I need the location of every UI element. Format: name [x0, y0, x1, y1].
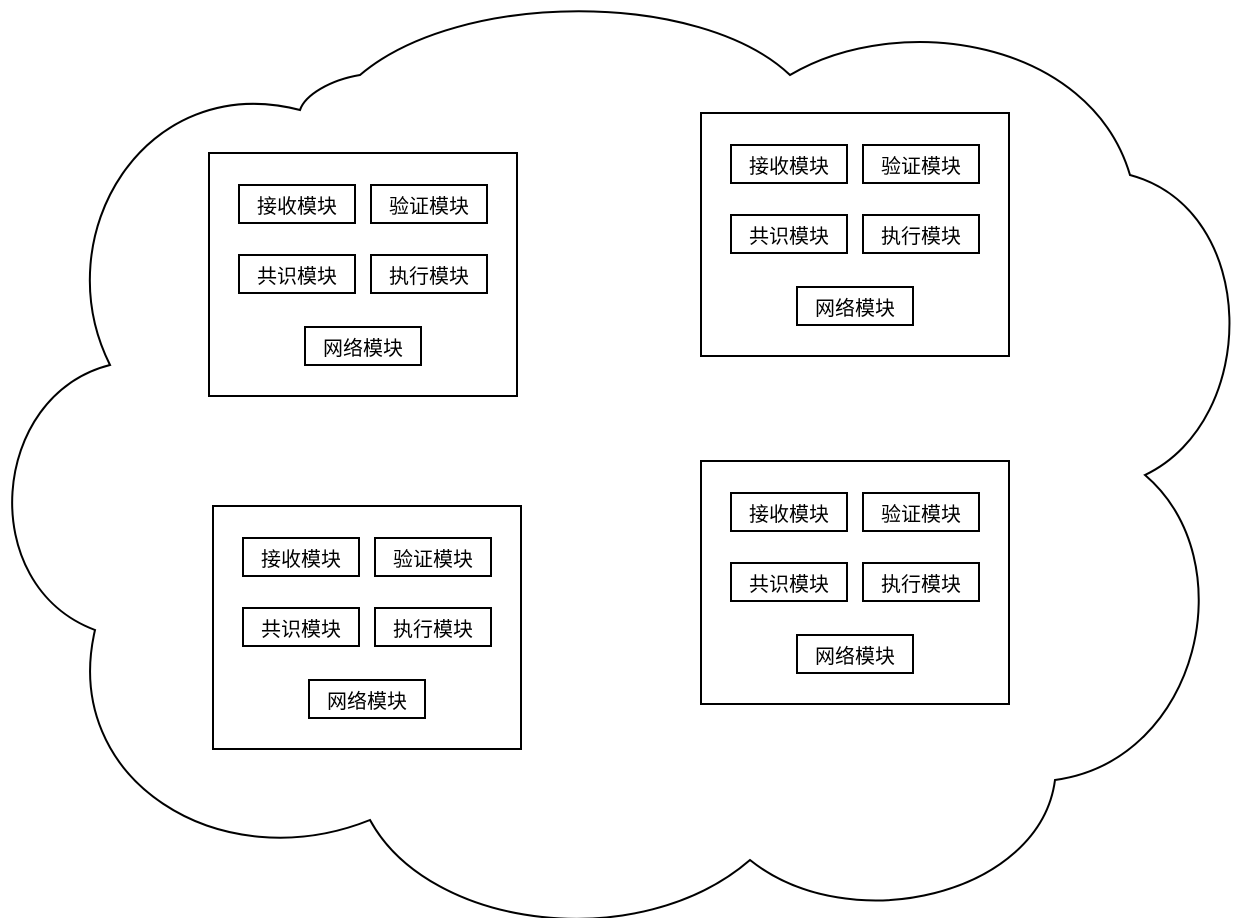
- node-a-row1: 接收模块 验证模块: [210, 184, 516, 224]
- module-label: 接收模块: [261, 543, 341, 572]
- network-module: 网络模块: [796, 634, 914, 674]
- node-c: 接收模块 验证模块 共识模块 执行模块 网络模块: [212, 505, 522, 750]
- receive-module: 接收模块: [238, 184, 356, 224]
- module-label: 网络模块: [815, 292, 895, 321]
- verify-module: 验证模块: [862, 144, 980, 184]
- node-b-row2: 共识模块 执行模块: [702, 214, 1008, 254]
- receive-module: 接收模块: [730, 492, 848, 532]
- module-label: 执行模块: [393, 613, 473, 642]
- node-b: 接收模块 验证模块 共识模块 执行模块 网络模块: [700, 112, 1010, 357]
- node-a-row2: 共识模块 执行模块: [210, 254, 516, 294]
- verify-module: 验证模块: [374, 537, 492, 577]
- diagram-stage: 接收模块 验证模块 共识模块 执行模块 网络模块 接收模块 验证模块 共识模块 …: [0, 0, 1240, 918]
- execute-module: 执行模块: [370, 254, 488, 294]
- module-label: 共识模块: [261, 613, 341, 642]
- network-module: 网络模块: [308, 679, 426, 719]
- node-d-row1: 接收模块 验证模块: [702, 492, 1008, 532]
- module-label: 网络模块: [815, 640, 895, 669]
- receive-module: 接收模块: [730, 144, 848, 184]
- consensus-module: 共识模块: [730, 562, 848, 602]
- verify-module: 验证模块: [370, 184, 488, 224]
- module-label: 执行模块: [389, 260, 469, 289]
- module-label: 接收模块: [749, 150, 829, 179]
- module-label: 共识模块: [749, 568, 829, 597]
- module-label: 验证模块: [389, 190, 469, 219]
- module-label: 接收模块: [749, 498, 829, 527]
- execute-module: 执行模块: [862, 562, 980, 602]
- module-label: 验证模块: [393, 543, 473, 572]
- cloud-outline-icon: [0, 0, 1240, 918]
- node-c-row1: 接收模块 验证模块: [214, 537, 520, 577]
- module-label: 验证模块: [881, 498, 961, 527]
- module-label: 网络模块: [323, 332, 403, 361]
- module-label: 共识模块: [257, 260, 337, 289]
- consensus-module: 共识模块: [242, 607, 360, 647]
- node-d-row2: 共识模块 执行模块: [702, 562, 1008, 602]
- execute-module: 执行模块: [862, 214, 980, 254]
- node-b-row1: 接收模块 验证模块: [702, 144, 1008, 184]
- consensus-module: 共识模块: [730, 214, 848, 254]
- network-module: 网络模块: [304, 326, 422, 366]
- node-c-row2: 共识模块 执行模块: [214, 607, 520, 647]
- receive-module: 接收模块: [242, 537, 360, 577]
- module-label: 验证模块: [881, 150, 961, 179]
- consensus-module: 共识模块: [238, 254, 356, 294]
- module-label: 执行模块: [881, 568, 961, 597]
- module-label: 网络模块: [327, 685, 407, 714]
- module-label: 执行模块: [881, 220, 961, 249]
- node-a: 接收模块 验证模块 共识模块 执行模块 网络模块: [208, 152, 518, 397]
- verify-module: 验证模块: [862, 492, 980, 532]
- network-module: 网络模块: [796, 286, 914, 326]
- module-label: 共识模块: [749, 220, 829, 249]
- cloud-path: [12, 11, 1229, 918]
- execute-module: 执行模块: [374, 607, 492, 647]
- module-label: 接收模块: [257, 190, 337, 219]
- node-d: 接收模块 验证模块 共识模块 执行模块 网络模块: [700, 460, 1010, 705]
